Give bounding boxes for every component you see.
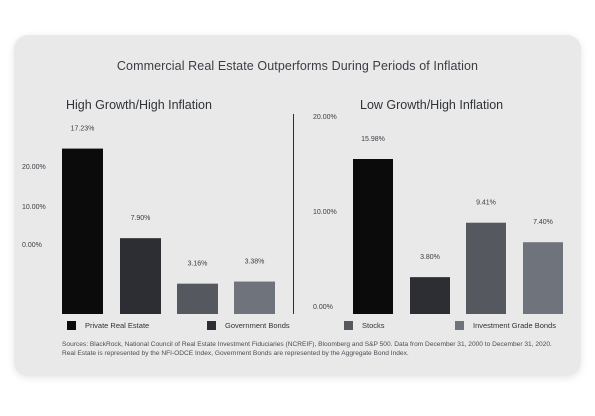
y-tick-label: 10.00% bbox=[313, 209, 337, 216]
y-tick-label: 20.00% bbox=[22, 164, 46, 171]
data-label: 15.98% bbox=[361, 136, 385, 143]
y-tick-label: 0.00% bbox=[22, 242, 42, 249]
panel-title-low-growth: Low Growth/High Inflation bbox=[360, 98, 504, 112]
bar-stocks bbox=[177, 283, 218, 314]
data-label: 7.40% bbox=[533, 219, 553, 226]
panel-divider bbox=[293, 114, 294, 314]
bar-private-real-estate bbox=[62, 148, 103, 314]
data-label: 7.90% bbox=[131, 215, 151, 222]
y-tick-label: 0.00% bbox=[313, 304, 333, 311]
legend-item-government-bonds: Government Bonds bbox=[207, 321, 290, 330]
data-label: 9.41% bbox=[476, 200, 496, 207]
legend-item-investment-grade-bonds: Investment Grade Bonds bbox=[455, 321, 556, 330]
sources-note: Sources: BlackRock, National Council of … bbox=[62, 341, 552, 357]
legend-label: Investment Grade Bonds bbox=[473, 321, 556, 330]
chart-card bbox=[14, 35, 581, 376]
data-label: 3.38% bbox=[245, 259, 265, 266]
y-tick-label: 10.00% bbox=[22, 204, 46, 211]
bar-stocks bbox=[466, 222, 506, 314]
bar-government-bonds bbox=[120, 238, 161, 314]
data-label: 3.80% bbox=[420, 254, 440, 261]
data-label: 3.16% bbox=[188, 261, 208, 268]
legend: Private Real Estate Government Bonds Sto… bbox=[0, 321, 595, 335]
chart-title: Commercial Real Estate Outperforms Durin… bbox=[116, 59, 479, 73]
bar-government-bonds bbox=[410, 277, 450, 314]
bar-investment-grade-bonds bbox=[234, 281, 275, 314]
legend-swatch bbox=[455, 321, 464, 330]
bar-investment-grade-bonds bbox=[523, 242, 563, 314]
bar-private-real-estate bbox=[353, 158, 393, 314]
legend-label: Government Bonds bbox=[225, 321, 290, 330]
data-label: 17.23% bbox=[71, 126, 95, 133]
legend-swatch bbox=[207, 321, 216, 330]
legend-item-stocks: Stocks bbox=[344, 321, 385, 330]
legend-label: Private Real Estate bbox=[85, 321, 150, 330]
legend-label: Stocks bbox=[362, 321, 385, 330]
legend-swatch bbox=[67, 321, 76, 330]
panel-title-high-growth: High Growth/High Inflation bbox=[66, 98, 212, 112]
y-tick-label: 20.00% bbox=[313, 114, 337, 121]
legend-swatch bbox=[344, 321, 353, 330]
legend-item-private-real-estate: Private Real Estate bbox=[67, 321, 149, 330]
